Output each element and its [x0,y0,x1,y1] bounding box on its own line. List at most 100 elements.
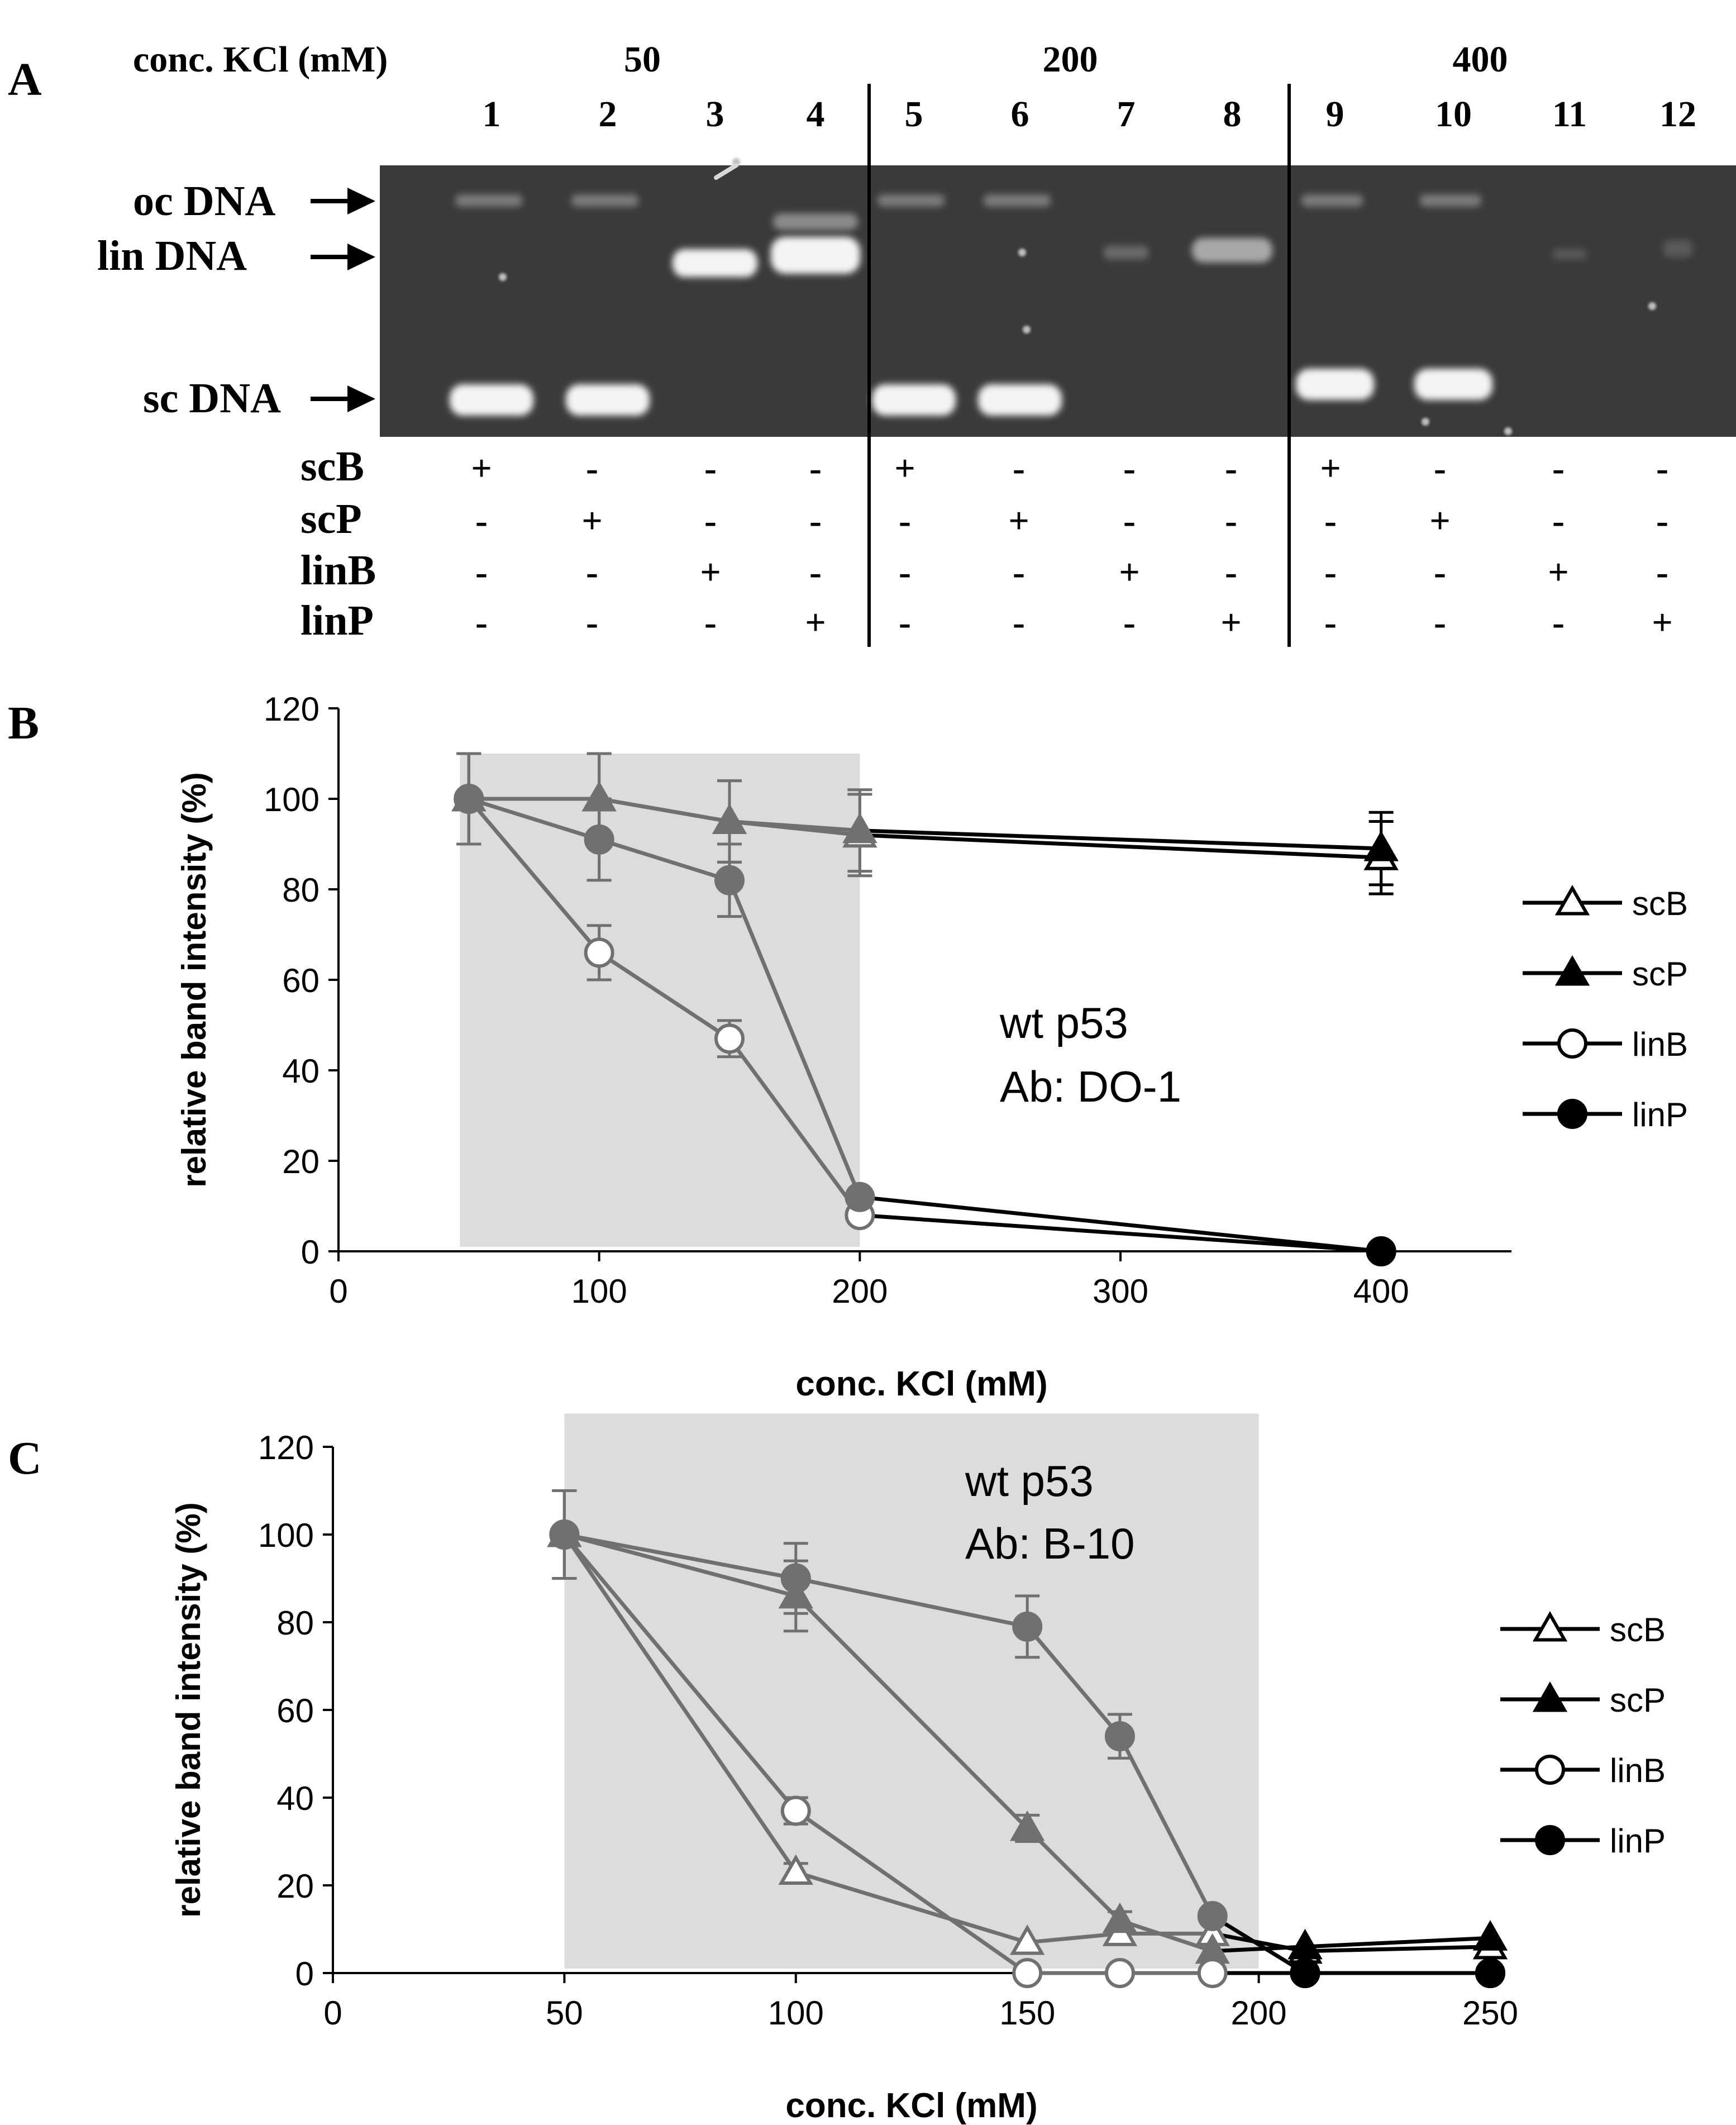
y-tick-label: 80 [276,1604,314,1642]
sc-dna-band [450,384,533,416]
oc-dna-arrow [311,188,375,215]
open-triangle-marker [1554,884,1590,916]
oc-dna-label: oc DNA [133,178,276,225]
filled-circle-marker [1366,1236,1396,1266]
oc-dna-band [877,194,945,207]
plus-sign: + [471,448,492,489]
x-tick-label: 0 [323,1994,342,2032]
x-axis-label: conc. KCl (mM) [795,1365,1047,1403]
filled-triangle-marker [778,1578,813,1609]
oc-dna-band [773,213,858,230]
sc-dna-arrow [311,385,375,412]
x-tick-label: 0 [329,1273,347,1310]
minus-sign: - [809,552,822,593]
chart-c-legend: scB scP linB linP [1500,1611,1666,1860]
series-line-scP [599,797,730,823]
gel-speck [499,273,507,281]
minus-sign: - [1324,552,1337,593]
series-line-linB [794,1809,1029,1975]
lane-number: 9 [1326,94,1344,135]
legend-label-linP: linP [1610,1822,1666,1860]
minus-sign: - [809,501,822,541]
plus-sign: + [1119,552,1140,593]
series-line-linP [598,837,731,883]
minus-sign: - [1225,448,1237,489]
legend-label-scB: scB [1610,1611,1666,1648]
gel-speck [1422,418,1429,426]
legend-label-scB: scB [1632,885,1688,922]
x-tick-label: 50 [546,1994,583,2032]
y-tick-label: 100 [258,1517,314,1554]
minus-sign: - [809,448,822,489]
filled-triangle-marker [1010,1810,1045,1841]
gel-artifact [714,163,738,180]
legend-label-scP: scP [1632,955,1688,993]
y-tick-label: 40 [276,1780,314,1817]
open-circle-marker [780,1795,811,1826]
open-triangle-marker [1010,1924,1045,1955]
gel-speck [1018,249,1026,256]
sc-dna-label: sc DNA [143,375,281,422]
lane-number: 4 [807,94,825,135]
lane-number: 2 [599,94,617,135]
filled-triangle-marker [1287,1928,1323,1960]
filled-circle-marker [1104,1721,1135,1752]
lin-dna-band-faint [1553,249,1586,259]
lane-number: 3 [706,94,724,135]
lane-number: 1 [483,94,501,135]
plus-sign: + [1548,552,1569,593]
series-line-scP [860,828,1381,851]
series-line-linP [727,879,862,1198]
minus-sign: - [1656,501,1668,541]
chart-b-legend: scB scP linB linP [1523,884,1688,1133]
gel-bands [450,158,1692,435]
plus-sign: + [581,501,603,541]
filled-circle-marker [454,784,484,814]
panel-b-label: B [8,697,39,749]
sc-dna-band [978,384,1062,416]
kcl-group-label: 200 [1043,39,1098,80]
minus-sign: - [899,602,911,643]
plus-sign: + [805,602,826,643]
shaded-region [564,1413,1259,1969]
lane-number: 11 [1552,94,1587,135]
minus-sign: - [1013,552,1025,593]
kcl-group-label: 400 [1453,39,1508,80]
minus-sign: - [586,552,598,593]
series-line-scP [1026,1827,1122,1922]
y-tick-label: 20 [276,1867,314,1905]
filled-circle-marker [780,1563,811,1594]
minus-sign: - [1324,501,1337,541]
lane-number: 6 [1011,94,1029,135]
y-tick-label: 60 [276,1692,314,1729]
filled-triangle-marker [842,812,877,844]
y-axis-label: relative band intensity (%) [170,1502,207,1918]
open-triangle-marker [778,1854,813,1885]
minus-sign: - [899,552,911,593]
lin-dna-arrow [311,244,375,270]
minus-sign: - [475,552,488,593]
oc-dna-band [984,194,1051,207]
minus-sign: - [704,501,717,541]
series-line-linP [1118,1735,1214,1917]
kcl-group-label: 50 [624,39,661,80]
open-circle-marker [1012,1958,1043,1988]
legend-label-linB: linB [1610,1752,1666,1789]
filled-triangle-marker [1472,1920,1508,1951]
filled-triangle-marker [581,780,617,812]
panel-c: C 0 20 40 60 80 100 120 0 50 100 150 200 250 conc. KC… [8,1413,1666,2125]
plus-sign: + [1220,602,1242,643]
oc-dna-band [1420,194,1481,207]
oc-dna-band [1301,194,1363,207]
minus-sign: - [1123,602,1136,643]
minus-sign: - [704,602,717,643]
gel-conc-label: conc. KCl (mM) [133,39,388,80]
chart-b-annotation-line2: Ab: DO-1 [1000,1062,1181,1111]
lane-number: 8 [1223,94,1242,135]
minus-sign: - [586,448,598,489]
filled-circle-marker [1290,1958,1320,1988]
filled-circle-marker [1557,1099,1587,1129]
sample-row-label-linB: linB [301,547,376,594]
series-line-scP [794,1594,1029,1830]
sample-sign-grid: + - - - + - - - + - - - - + - - - + - - - + - - - - + - - - + - - - + - - - - +… [471,448,1673,643]
